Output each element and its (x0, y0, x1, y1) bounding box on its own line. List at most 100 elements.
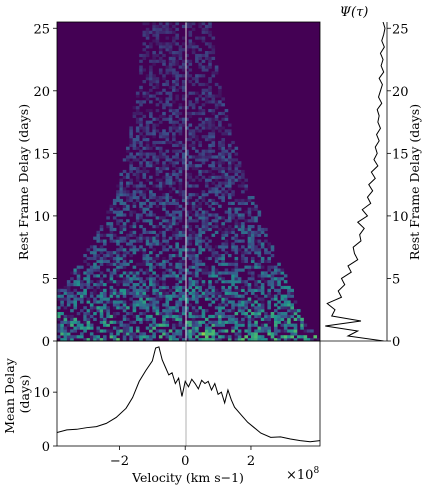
heatmap-cell (175, 245, 179, 249)
heatmap-cell (188, 91, 193, 95)
heatmap-cell (80, 332, 84, 336)
heatmap-cell (178, 210, 183, 214)
heatmap-cell (145, 22, 150, 26)
heatmap-cell (149, 152, 153, 156)
heatmap-cell (224, 114, 229, 118)
heatmap-cell (119, 329, 124, 333)
heatmap-cell (195, 135, 199, 139)
heatmap-cell (267, 256, 271, 261)
heatmap-cell (195, 300, 199, 304)
heatmap-cell (198, 248, 202, 252)
heatmap-cell (218, 309, 222, 313)
heatmap-cell (172, 291, 176, 295)
heatmap-cell (247, 245, 252, 249)
heatmap-cell (129, 271, 133, 275)
heatmap-cell (188, 271, 193, 275)
heatmap-cell (162, 77, 166, 81)
heatmap-cell (204, 82, 209, 87)
heatmap-cell (152, 332, 156, 336)
heatmap-cell (66, 283, 71, 287)
heatmap-cell (152, 242, 156, 246)
heatmap-cell (175, 82, 179, 87)
heatmap-cell (172, 100, 176, 104)
heatmap-cell (178, 271, 183, 275)
heatmap-cell (195, 97, 199, 101)
heatmap-cell (204, 138, 209, 142)
heatmap-cell (155, 274, 160, 278)
heatmap-cell (135, 138, 140, 142)
heatmap-cell (60, 300, 64, 304)
heatmap-cell (175, 303, 179, 307)
heatmap-cell (250, 233, 255, 237)
heatmap-cell (227, 225, 232, 229)
heatmap-cell (175, 51, 179, 55)
heatmap-cell (175, 27, 179, 31)
heatmap-cell (287, 335, 291, 339)
heatmap-cell (188, 251, 193, 255)
heatmap-cell (135, 314, 140, 319)
heatmap-cell (241, 317, 245, 321)
heatmap-cell (175, 94, 179, 98)
heatmap-cell (119, 187, 124, 191)
heatmap-cell (158, 184, 163, 188)
heatmap-cell (175, 126, 179, 130)
heatmap-cell (96, 274, 101, 278)
heatmap-cell (234, 332, 239, 336)
heatmap-cell (201, 216, 206, 220)
heatmap-cell (191, 312, 196, 316)
heatmap-cell (89, 306, 94, 310)
heatmap-cell (142, 201, 147, 205)
heatmap-cell (70, 335, 74, 339)
heatmap-cell (178, 149, 183, 153)
heatmap-cell (195, 80, 199, 84)
heatmap-cell (185, 210, 189, 214)
heatmap-cell (241, 201, 245, 205)
heatmap-cell (241, 254, 245, 258)
heatmap-cell (172, 155, 176, 159)
heatmap-cell (257, 329, 262, 333)
heatmap-cell (264, 233, 268, 237)
heatmap-cell (204, 335, 209, 339)
heatmap-cell (126, 172, 130, 176)
heatmap-cell (195, 262, 199, 266)
heatmap-cell (119, 323, 124, 327)
heatmap-cell (250, 245, 255, 249)
heatmap-cell (145, 74, 150, 78)
heatmap-cell (227, 146, 232, 150)
heatmap-cell (162, 175, 166, 179)
heatmap-cell (260, 323, 265, 327)
heatmap-cell (175, 262, 179, 266)
heatmap-cell (211, 213, 216, 217)
heatmap-cell (175, 140, 179, 145)
heatmap-cell (221, 181, 225, 185)
heatmap-cell (175, 62, 179, 66)
heatmap-cell (254, 230, 258, 234)
heatmap-cell (155, 178, 160, 182)
heatmap-cell (237, 332, 242, 336)
heatmap-cell (260, 271, 265, 275)
heatmap-cell (158, 285, 163, 290)
heatmap-cell (57, 306, 61, 310)
mean-delay-y-tick-label: 0 (42, 440, 50, 455)
heatmap-cell (188, 178, 193, 182)
heatmap-cell (145, 294, 150, 298)
heatmap-cell (172, 172, 176, 176)
heatmap-cell (93, 265, 97, 269)
heatmap-cell (234, 169, 239, 174)
heatmap-cell (152, 300, 156, 304)
heatmap-cell (135, 106, 140, 110)
heatmap-cell (162, 230, 166, 234)
heatmap-cell (211, 329, 216, 333)
heatmap-cell (303, 338, 308, 341)
heatmap-cell (211, 225, 216, 229)
heatmap-cell (70, 338, 74, 341)
heatmap-cell (188, 338, 193, 341)
heatmap-cell (172, 306, 176, 310)
heatmap-cell (158, 262, 163, 266)
psi-y-axis-label: Rest Frame Delay (days) (407, 104, 422, 260)
heatmap-cell (283, 326, 288, 330)
heatmap-cell (296, 314, 301, 319)
heatmap-cell (208, 248, 212, 252)
heatmap-cell (195, 56, 199, 60)
heatmap-cell (165, 210, 170, 214)
